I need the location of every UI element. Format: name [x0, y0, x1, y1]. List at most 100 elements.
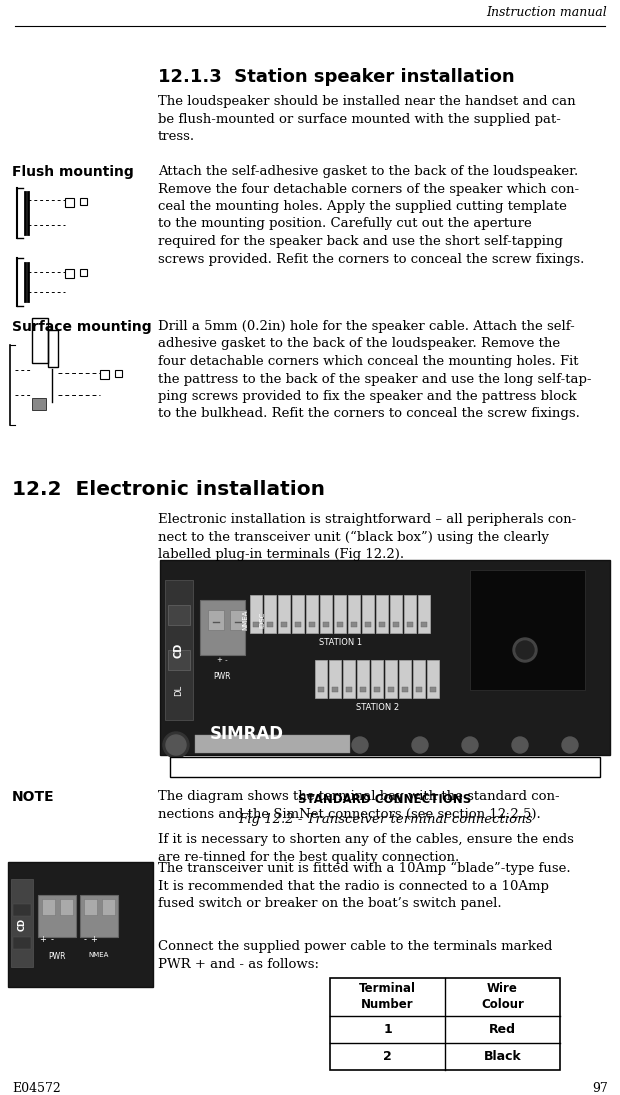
- Bar: [407, 622, 413, 627]
- Text: Flush mounting: Flush mounting: [12, 165, 134, 178]
- Text: -: -: [84, 935, 87, 945]
- Bar: [357, 660, 369, 698]
- Text: 12.2  Electronic installation: 12.2 Electronic installation: [12, 480, 325, 499]
- Bar: [264, 595, 276, 633]
- Bar: [267, 622, 273, 627]
- Text: Surface mounting: Surface mounting: [12, 320, 152, 334]
- Bar: [348, 595, 360, 633]
- Bar: [80, 895, 118, 937]
- Circle shape: [462, 737, 478, 753]
- Bar: [195, 735, 350, 753]
- Bar: [390, 595, 402, 633]
- Bar: [323, 622, 329, 627]
- Circle shape: [513, 638, 537, 662]
- Text: 1: 1: [383, 1023, 392, 1036]
- Bar: [418, 595, 430, 633]
- Text: Terminal
Number: Terminal Number: [359, 982, 416, 1012]
- Bar: [337, 622, 343, 627]
- Bar: [165, 580, 193, 721]
- Text: iDSC: iDSC: [259, 612, 265, 629]
- Bar: [402, 687, 408, 692]
- Bar: [399, 660, 411, 698]
- Bar: [351, 622, 357, 627]
- Bar: [376, 595, 388, 633]
- Circle shape: [168, 737, 184, 753]
- Bar: [281, 622, 287, 627]
- Bar: [48, 330, 58, 367]
- Text: Attach the self-adhesive gasket to the back of the loudspeaker.
Remove the four : Attach the self-adhesive gasket to the b…: [158, 165, 585, 265]
- Bar: [470, 570, 585, 690]
- Text: Connect the supplied power cable to the terminals marked
PWR + and - as follows:: Connect the supplied power cable to the …: [158, 940, 552, 970]
- Text: 97: 97: [592, 1082, 608, 1095]
- Bar: [80, 198, 87, 205]
- Text: E04572: E04572: [12, 1082, 61, 1095]
- Bar: [320, 595, 332, 633]
- Text: NOTE: NOTE: [12, 789, 55, 804]
- Text: DL: DL: [174, 684, 184, 695]
- Text: Electronic installation is straightforward – all peripherals con-
nect to the tr: Electronic installation is straightforwa…: [158, 512, 576, 562]
- Text: The diagram shows the terminal bay with the standard con-
nections and the SimNe: The diagram shows the terminal bay with …: [158, 789, 560, 820]
- Bar: [84, 899, 97, 915]
- Bar: [168, 606, 190, 625]
- Text: NMEA: NMEA: [242, 610, 248, 631]
- Bar: [393, 622, 399, 627]
- Bar: [168, 650, 190, 670]
- Text: + -: + -: [216, 657, 228, 662]
- Bar: [388, 687, 394, 692]
- Bar: [379, 622, 385, 627]
- Bar: [42, 899, 55, 915]
- Bar: [315, 660, 327, 698]
- Text: The loudspeaker should be installed near the handset and can
be flush-mounted or: The loudspeaker should be installed near…: [158, 95, 575, 143]
- Bar: [430, 687, 436, 692]
- Bar: [250, 595, 262, 633]
- Bar: [362, 595, 374, 633]
- Bar: [416, 687, 422, 692]
- Bar: [427, 660, 439, 698]
- Bar: [11, 879, 33, 967]
- Bar: [306, 595, 318, 633]
- Text: SIMRAD: SIMRAD: [210, 725, 284, 744]
- Circle shape: [562, 737, 578, 753]
- Text: STANDARD CONNECTIONS: STANDARD CONNECTIONS: [298, 793, 472, 806]
- Bar: [292, 595, 304, 633]
- Bar: [329, 660, 341, 698]
- Bar: [360, 687, 366, 692]
- Circle shape: [412, 737, 428, 753]
- Circle shape: [166, 735, 186, 754]
- Bar: [332, 687, 338, 692]
- Bar: [421, 622, 427, 627]
- Text: Black: Black: [484, 1050, 521, 1063]
- Text: Instruction manual: Instruction manual: [486, 7, 607, 20]
- Bar: [8, 862, 153, 987]
- Circle shape: [512, 737, 528, 753]
- Bar: [65, 269, 74, 278]
- Text: +: +: [40, 935, 46, 945]
- Text: Red: Red: [489, 1023, 516, 1036]
- Text: If it is necessary to shorten any of the cables, ensure the ends
are re-tinned f: If it is necessary to shorten any of the…: [158, 833, 574, 864]
- Bar: [80, 269, 87, 276]
- Text: STATION 2: STATION 2: [356, 703, 399, 712]
- Text: PWR: PWR: [213, 672, 231, 681]
- Text: Drill a 5mm (0.2in) hole for the speaker cable. Attach the self-
adhesive gasket: Drill a 5mm (0.2in) hole for the speaker…: [158, 320, 591, 420]
- Bar: [404, 595, 416, 633]
- Bar: [160, 560, 610, 754]
- Bar: [385, 660, 397, 698]
- Text: 12.1.3  Station speaker installation: 12.1.3 Station speaker installation: [158, 68, 515, 87]
- Text: PWR: PWR: [48, 952, 66, 961]
- Text: NMEA: NMEA: [89, 952, 109, 958]
- Bar: [330, 978, 560, 1070]
- Text: 2: 2: [383, 1050, 392, 1063]
- Text: CD: CD: [17, 918, 27, 931]
- Bar: [13, 904, 31, 917]
- Text: Fig 12.2 - Transceiver terminal connections: Fig 12.2 - Transceiver terminal connecti…: [238, 812, 532, 826]
- Bar: [65, 198, 74, 207]
- Bar: [170, 757, 600, 777]
- Bar: [309, 622, 315, 627]
- Bar: [374, 687, 380, 692]
- Circle shape: [516, 641, 534, 659]
- Text: Wire
Colour: Wire Colour: [481, 982, 524, 1012]
- Bar: [208, 610, 224, 630]
- Text: CD: CD: [174, 643, 184, 658]
- Bar: [32, 318, 48, 364]
- Bar: [343, 660, 355, 698]
